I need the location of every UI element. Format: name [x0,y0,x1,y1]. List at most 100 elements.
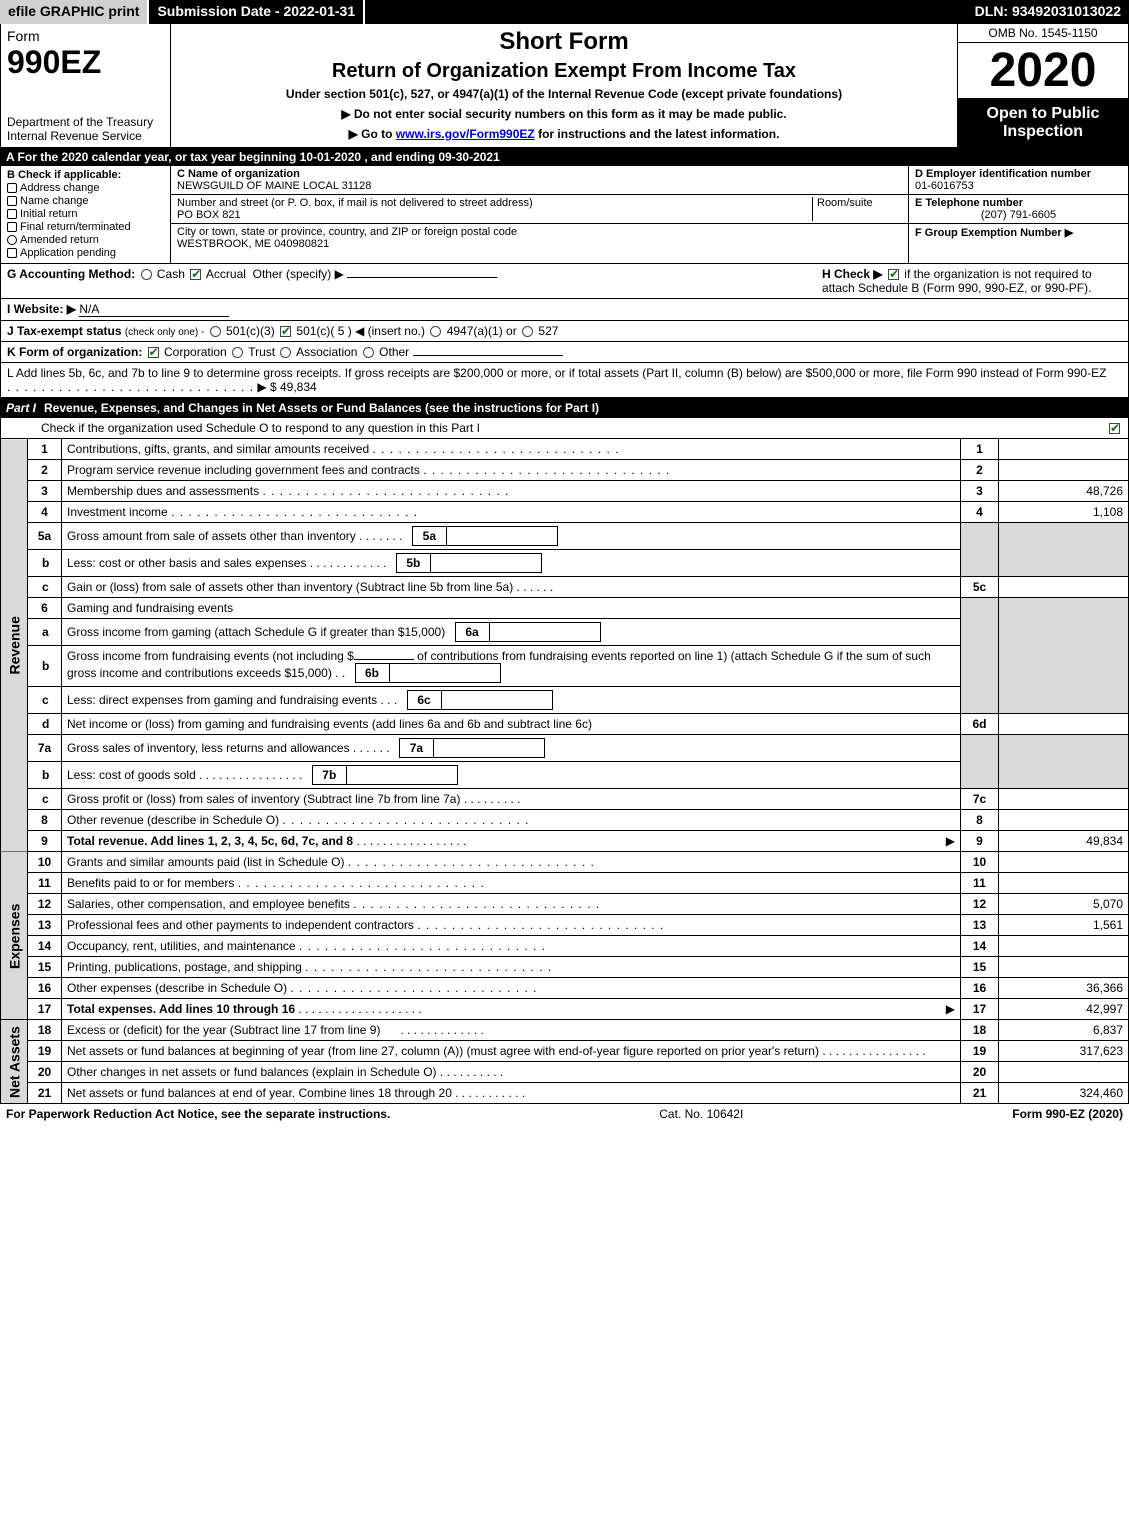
title-short: Short Form [177,28,951,56]
row-3-desc: Membership dues and assessments [62,481,961,502]
row-20-box: 20 [961,1062,999,1083]
row-5b-desc: Less: cost or other basis and sales expe… [62,550,961,577]
row-18-num: 18 [28,1020,62,1041]
row-8-num: 8 [28,810,62,831]
check-schedule-o[interactable] [1109,423,1120,434]
irs-link[interactable]: www.irs.gov/Form990EZ [396,127,535,141]
tel: (207) 791-6605 [915,209,1122,221]
line-j-note: (check only one) - [125,327,204,338]
row-6d-desc: Net income or (loss) from gaming and fun… [62,714,961,735]
warn-goto-pre: ▶ Go to [349,127,396,141]
check-527[interactable] [522,326,533,337]
check-initial-return-label: Initial return [20,208,77,220]
row-4-box: 4 [961,502,999,523]
check-trust[interactable] [232,347,243,358]
row-9-box: 9 [961,831,999,852]
row-17-num: 17 [28,999,62,1020]
addr-label: Number and street (or P. O. box, if mail… [177,197,533,209]
check-address-change[interactable]: Address change [7,182,164,194]
row-16-amt: 36,366 [999,978,1129,999]
row-20-num: 20 [28,1062,62,1083]
check-application-pending[interactable]: Application pending [7,247,164,259]
row-14-box: 14 [961,936,999,957]
row-12-amt: 5,070 [999,894,1129,915]
check-initial-return[interactable]: Initial return [7,208,164,220]
org-name: NEWSGUILD OF MAINE LOCAL 31128 [177,180,902,192]
entity-box: B Check if applicable: Address change Na… [0,166,1129,264]
form-word: Form [7,28,164,44]
check-501c3[interactable] [210,326,221,337]
check-no-schedule-b[interactable] [888,269,899,280]
row-6-num: 6 [28,598,62,619]
website-value: N/A [79,302,229,317]
check-accrual[interactable] [190,269,201,280]
website-label: I Website: ▶ [7,302,76,316]
row-11-amt [999,873,1129,894]
line-g-h: G Accounting Method: Cash Accrual Other … [0,264,1129,299]
row-3-amt: 48,726 [999,481,1129,502]
title-main: Return of Organization Exempt From Incom… [177,60,951,83]
other-org-input[interactable] [413,355,563,356]
check-cash[interactable] [141,269,152,280]
row-7c-box: 7c [961,789,999,810]
row-15-num: 15 [28,957,62,978]
other-specify-input[interactable] [347,277,497,278]
row-16-num: 16 [28,978,62,999]
row-5c-num: c [28,577,62,598]
row-4-amt: 1,108 [999,502,1129,523]
opt-527: 527 [538,324,558,338]
dept-line: Department of the Treasury [7,115,164,129]
row-19-box: 19 [961,1041,999,1062]
top-bar: efile GRAPHIC print Submission Date - 20… [0,0,1129,24]
row-17-amt: 42,997 [999,999,1129,1020]
row-17-box: 17 [961,999,999,1020]
net-assets-side-label: Net Assets [1,1020,28,1104]
opt-corporation: Corporation [164,345,227,359]
part-i-header: Part I Revenue, Expenses, and Changes in… [0,398,1129,418]
check-other-org[interactable] [363,347,374,358]
row-7-shade [961,735,999,789]
check-amended-return[interactable]: Amended return [7,234,164,246]
row-2-box: 2 [961,460,999,481]
warn-goto-post: for instructions and the latest informat… [535,127,780,141]
row-10-amt [999,852,1129,873]
warn-goto: ▶ Go to www.irs.gov/Form990EZ for instru… [177,127,951,141]
box-b: B Check if applicable: Address change Na… [1,166,171,263]
line-k-label: K Form of organization: [7,345,142,359]
row-7c-desc: Gross profit or (loss) from sales of inv… [62,789,961,810]
row-5ab-shade [961,523,999,577]
header-center: Short Form Return of Organization Exempt… [171,24,958,147]
irs-line: Internal Revenue Service [7,129,164,143]
row-15-desc: Printing, publications, postage, and shi… [62,957,961,978]
check-association[interactable] [280,347,291,358]
row-4-desc: Investment income [62,502,961,523]
row-20-amt [999,1062,1129,1083]
row-19-desc: Net assets or fund balances at beginning… [62,1041,961,1062]
ein: 01-6016753 [915,180,1122,192]
check-name-change[interactable]: Name change [7,195,164,207]
row-3-box: 3 [961,481,999,502]
check-final-return[interactable]: Final return/terminated [7,221,164,233]
line-g-label: G Accounting Method: [7,267,135,281]
row-21-box: 21 [961,1083,999,1104]
footer-left: For Paperwork Reduction Act Notice, see … [6,1107,390,1121]
row-6a-desc: Gross income from gaming (attach Schedul… [62,619,961,646]
row-6c-desc: Less: direct expenses from gaming and fu… [62,687,961,714]
row-11-box: 11 [961,873,999,894]
row-1-box: 1 [961,439,999,460]
row-2-num: 2 [28,460,62,481]
form-number: 990EZ [7,44,164,81]
line-j: J Tax-exempt status (check only one) - 5… [0,321,1129,342]
row-9-num: 9 [28,831,62,852]
row-6a-num: a [28,619,62,646]
row-11-desc: Benefits paid to or for members [62,873,961,894]
part-i-title: Revenue, Expenses, and Changes in Net As… [44,401,1123,415]
line-h-label: H Check ▶ [822,267,883,281]
check-corporation[interactable] [148,347,159,358]
row-6b-num: b [28,646,62,687]
line-l-text: L Add lines 5b, 6c, and 7b to line 9 to … [7,366,1106,380]
check-4947[interactable] [430,326,441,337]
check-501c[interactable] [280,326,291,337]
efile-print[interactable]: efile GRAPHIC print [0,0,149,24]
row-19-amt: 317,623 [999,1041,1129,1062]
